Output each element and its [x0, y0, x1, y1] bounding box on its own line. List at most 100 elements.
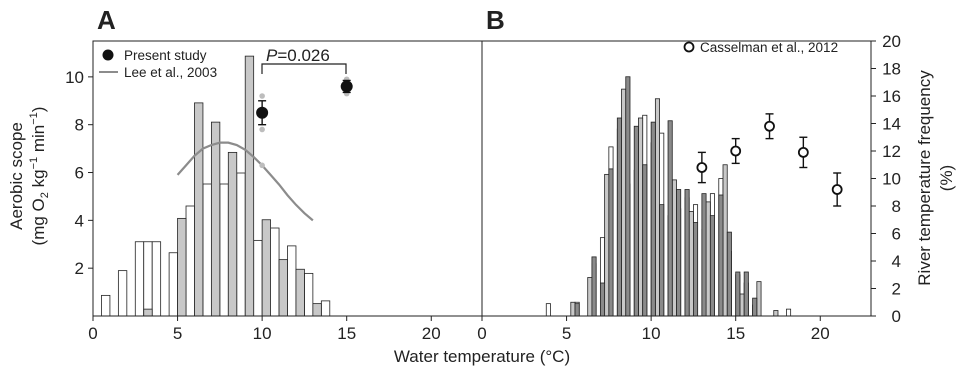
- replicate-point: [259, 126, 265, 133]
- histogram-bar-white: [304, 272, 314, 317]
- histogram-bar-gray: [261, 219, 271, 317]
- histogram-bar-gray: [671, 179, 677, 317]
- histogram-bar-dark: [642, 164, 648, 317]
- histogram-bar-gray: [570, 301, 576, 317]
- y-right-tick-label: 20: [882, 32, 901, 51]
- y-right-tick-label: 16: [882, 87, 901, 106]
- x-tick-label: 10: [253, 324, 272, 343]
- y-right-tick-label: 8: [892, 197, 901, 216]
- legend-casselman-label: Casselman et al., 2012: [700, 40, 838, 55]
- histogram-bar-dark: [718, 194, 724, 317]
- histogram-bar-gray: [621, 88, 627, 317]
- histogram-bar-white: [545, 303, 551, 317]
- histogram-bar-gray: [244, 55, 255, 317]
- x-tick-label: 0: [477, 324, 486, 343]
- histogram-bar-white: [786, 308, 792, 317]
- y-left-title-line2: (mg O2 kg−1 min−1): [28, 107, 51, 246]
- casselman-point: [797, 146, 809, 158]
- y-right-tick-label: 18: [882, 60, 901, 79]
- histogram-bar-gray: [143, 308, 153, 317]
- histogram-bar-white: [185, 205, 195, 317]
- y-right-tick-label: 14: [882, 115, 901, 134]
- histogram-bar-dark: [650, 121, 656, 317]
- histogram-bar-gray: [773, 310, 779, 317]
- y-right-tick-label: 10: [882, 170, 901, 189]
- histogram-bar-dark: [735, 271, 741, 317]
- histogram-bar-white: [270, 227, 280, 317]
- histogram-bar-white: [202, 183, 212, 317]
- present-study-point: [256, 106, 269, 119]
- histogram-bars: [101, 55, 792, 317]
- histogram-bar-gray: [210, 121, 221, 317]
- histogram-bar-dark: [574, 303, 580, 317]
- x-tick-label: 5: [173, 324, 182, 343]
- panel-a-letter: A: [97, 5, 116, 35]
- panel-b-letter: B: [486, 5, 505, 35]
- histogram-bar-gray: [705, 201, 711, 317]
- legend-present-study-marker: [102, 49, 114, 61]
- y-left-tick-label: 4: [75, 211, 84, 230]
- histogram-bar-gray: [638, 117, 644, 317]
- histogram-bar-white: [287, 245, 297, 317]
- y-right-tick-label: 2: [892, 280, 901, 299]
- replicate-point: [259, 162, 265, 169]
- replicate-point: [259, 93, 265, 99]
- legend-casselman-marker: [683, 41, 695, 53]
- histogram-bar-dark: [693, 222, 699, 317]
- casselman-point: [696, 162, 708, 173]
- histogram-bar-gray: [177, 217, 187, 317]
- histogram-bar-dark: [726, 231, 732, 317]
- histogram-bar-dark: [676, 189, 682, 317]
- x-tick-label: 20: [811, 324, 830, 343]
- y-right-tick-label: 6: [892, 225, 901, 244]
- histogram-bar-gray: [722, 164, 728, 317]
- legend-present-study-label: Present study: [124, 48, 207, 63]
- histogram-bar-gray: [739, 293, 745, 317]
- x-tick-label: 10: [642, 324, 661, 343]
- lee-curve-line: [176, 141, 314, 222]
- histogram-bar-dark: [743, 271, 749, 317]
- histogram-bar-gray: [278, 259, 288, 317]
- y-left-title-line1: Aerobic scope: [7, 122, 26, 230]
- histogram-bar-white: [117, 270, 128, 317]
- data-points: [256, 76, 843, 207]
- histogram-bar-white: [151, 241, 162, 317]
- histogram-bar-gray: [756, 281, 762, 317]
- casselman-point: [764, 120, 775, 132]
- y-right-tick-label: 0: [892, 307, 901, 326]
- histogram-bar-white: [236, 172, 246, 317]
- histogram-bar-gray: [604, 173, 610, 317]
- present-study-point: [340, 80, 353, 93]
- histogram-bar-white: [320, 300, 331, 317]
- histogram-bar-gray: [295, 268, 305, 317]
- y-left-tick-label: 6: [75, 164, 84, 183]
- x-tick-label: 5: [562, 324, 571, 343]
- histogram-bar-white: [219, 183, 229, 317]
- histogram-bar-gray: [227, 151, 238, 317]
- histogram-bar-dark: [625, 76, 631, 317]
- histogram-bar-dark: [616, 117, 622, 317]
- x-axis-title: Water temperature (°C): [394, 347, 570, 366]
- histogram-bar-dark: [608, 168, 614, 317]
- histogram-bar-dark: [667, 120, 673, 317]
- y-right-title-line2: (%): [937, 165, 956, 191]
- histogram-bar-gray: [312, 303, 322, 317]
- histogram-bar-gray: [688, 211, 694, 317]
- histogram-bar-dark: [752, 297, 758, 317]
- y-right-tick-label: 12: [882, 142, 901, 161]
- histogram-bar-dark: [599, 282, 606, 317]
- casselman-point: [831, 184, 843, 195]
- legend-lee-label: Lee et al., 2003: [124, 65, 217, 80]
- lee-curve: [176, 141, 314, 222]
- y-right-title-line1: River temperature frequency: [915, 70, 934, 286]
- histogram-bar-white: [101, 294, 111, 317]
- y-right-tick-label: 4: [892, 252, 901, 271]
- histogram-bar-gray: [194, 102, 204, 317]
- histogram-bar-dark: [659, 204, 665, 317]
- histogram-bar-dark: [684, 189, 690, 317]
- histogram-bar-white: [134, 241, 145, 317]
- histogram-bar-gray: [654, 98, 660, 317]
- x-tick-label: 0: [88, 324, 97, 343]
- y-left-tick-label: 8: [75, 116, 84, 135]
